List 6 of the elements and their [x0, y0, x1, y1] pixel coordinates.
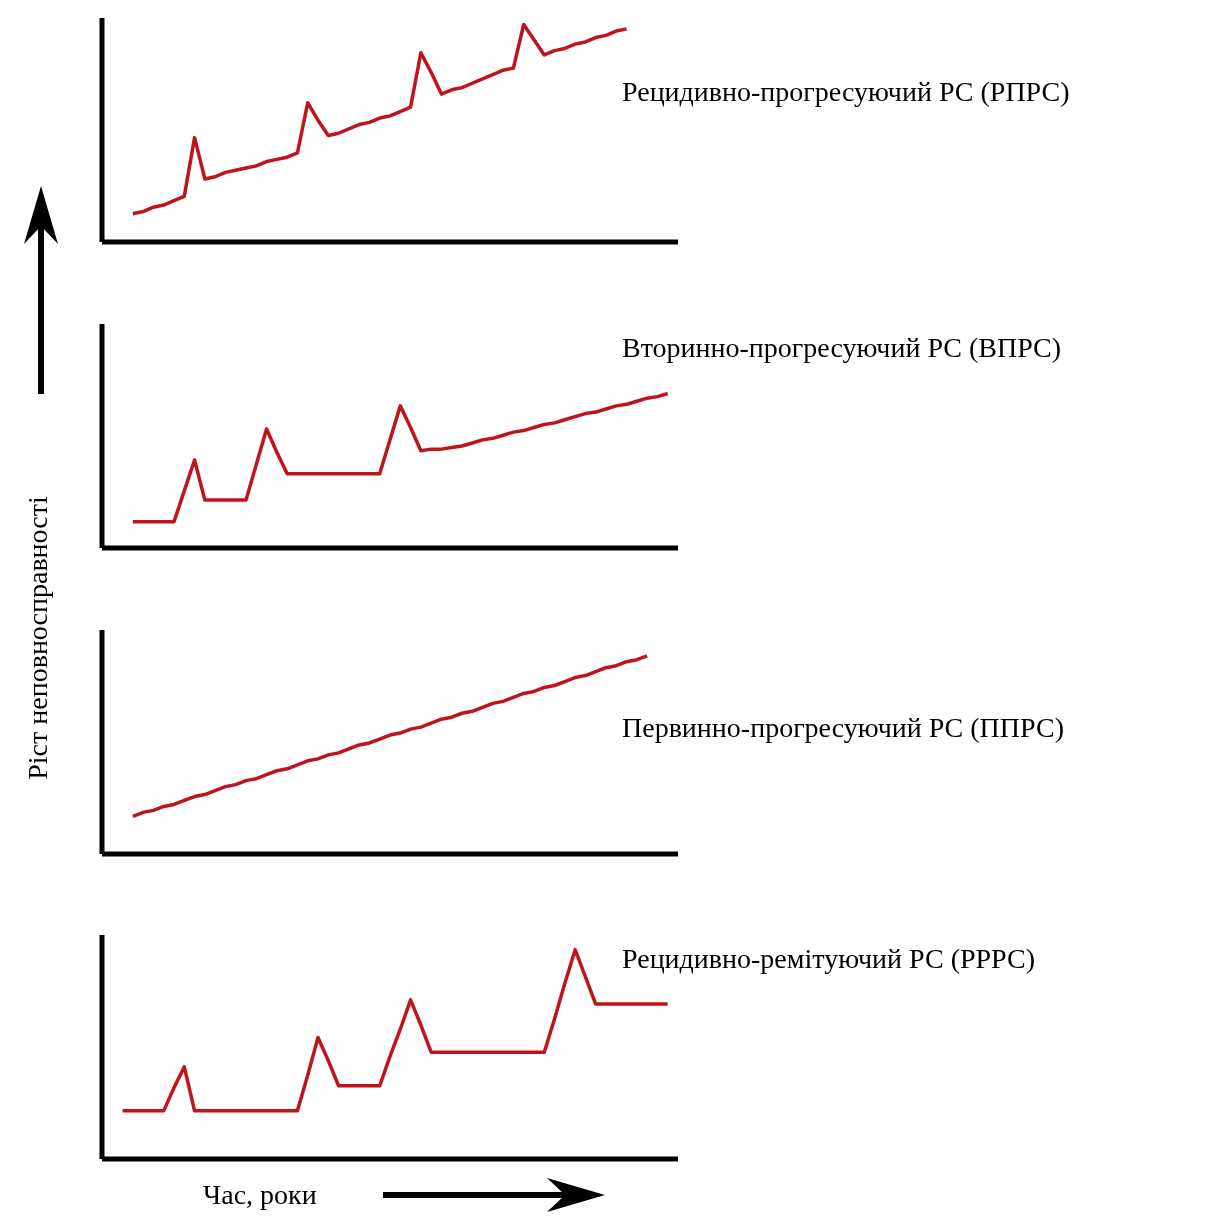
- text: Первинно-прогресуючий РС (ППРС): [622, 712, 1064, 744]
- x-axis-title: Час, роки: [203, 1178, 317, 1212]
- y-axis-title: Ріст неповносправності: [22, 496, 54, 780]
- text: Вторинно-прогресуючий РС (ВПРС): [622, 332, 1062, 364]
- text: Рецидивно-прогресуючий РС (РПРС): [622, 76, 1070, 108]
- text: Рецидивно-ремітуючий РС (РРРС): [622, 943, 1036, 975]
